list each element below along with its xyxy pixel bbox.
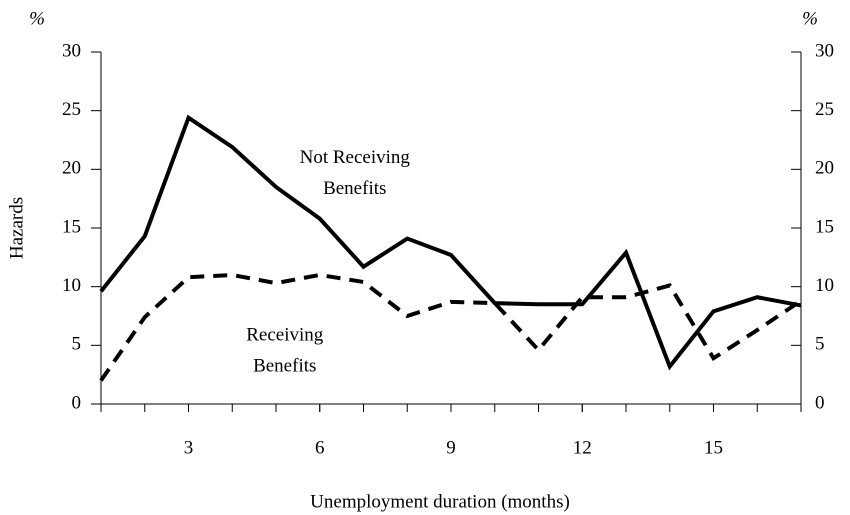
y2-tick-label: 25: [815, 99, 834, 120]
y2-tick-label: 20: [815, 158, 834, 179]
x-tick-label: 3: [184, 437, 194, 458]
y2-tick-label: 5: [815, 334, 825, 355]
y-tick-label: 0: [72, 392, 82, 413]
y-tick-label: 5: [72, 334, 82, 355]
y-unit: %: [29, 8, 45, 29]
y2-tick-label: 15: [815, 216, 834, 237]
x-tick-label: 9: [446, 437, 456, 458]
annotation: Benefits: [323, 178, 386, 199]
y-tick-label: 30: [62, 40, 81, 61]
line-series: [99, 272, 803, 382]
x-tick-label: 15: [704, 437, 723, 458]
x-tick-label: 6: [315, 437, 325, 458]
annotation: Not Receiving: [300, 147, 411, 168]
y-tick-label: 25: [62, 99, 81, 120]
annotation: Receiving: [246, 324, 324, 345]
y-tick-label: 15: [62, 216, 81, 237]
y-axis-label: Hazards: [6, 197, 27, 259]
y2-tick-label: 10: [815, 275, 834, 296]
y2-unit: %: [802, 8, 818, 29]
y2-tick-label: 0: [815, 392, 825, 413]
annotation: Benefits: [253, 355, 316, 376]
x-tick-label: 12: [573, 437, 592, 458]
line-series: [99, 114, 802, 371]
y-tick-label: 20: [62, 158, 81, 179]
y-tick-label: 10: [62, 275, 81, 296]
x-axis-label: Unemployment duration (months): [310, 491, 570, 512]
y2-tick-label: 30: [815, 40, 834, 61]
